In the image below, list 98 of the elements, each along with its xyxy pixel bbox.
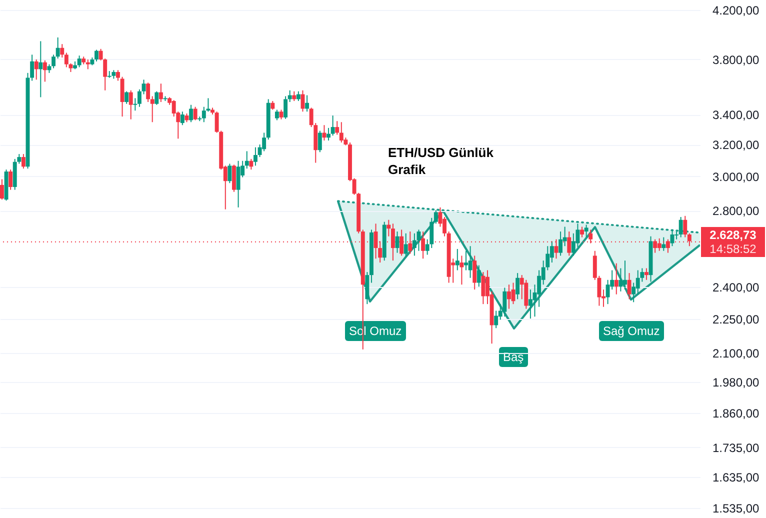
- candlestick: [386, 219, 391, 237]
- y-tick-label: 3.200,00: [712, 138, 760, 152]
- candlestick: [274, 109, 279, 121]
- candlestick: [516, 272, 520, 300]
- candlestick: [636, 270, 640, 295]
- candlestick: [412, 232, 416, 256]
- candlestick: [416, 229, 421, 252]
- candlestick: [52, 54, 56, 69]
- y-tick-label: 1.535,00: [712, 502, 760, 516]
- candlestick: [116, 70, 120, 82]
- candlestick: [254, 146, 258, 166]
- candlestick: [674, 231, 679, 240]
- candlestick: [42, 60, 47, 82]
- candlestick: [288, 90, 292, 103]
- candlestick: [322, 124, 326, 142]
- y-tick-label: 1.735,00: [712, 440, 760, 455]
- y-tick-label: 2.250,00: [712, 312, 760, 326]
- text: ETH/USD Günlük Grafik: [388, 144, 494, 178]
- candlestick: [627, 272, 632, 300]
- y-tick-label: 1.860,00: [712, 406, 760, 420]
- candlestick: [460, 255, 464, 286]
- candlestick: [56, 36, 60, 60]
- candlestick: [133, 98, 138, 112]
- candlestick: [128, 90, 133, 120]
- candlestick: [228, 163, 232, 184]
- candlestick: [292, 90, 296, 102]
- candlestick: [468, 246, 472, 278]
- candlestick: [442, 216, 446, 237]
- candlestick: [0, 178, 4, 200]
- candlestick: [404, 232, 408, 258]
- candlestick: [472, 255, 477, 290]
- candlestick: [632, 282, 636, 303]
- candlestick: [137, 88, 142, 108]
- candlestick: [236, 160, 240, 208]
- y-tick-label: 3.000,00: [712, 170, 760, 184]
- candlestick: [558, 231, 563, 256]
- candlestick: [653, 238, 658, 254]
- candlestick: [455, 248, 460, 271]
- candlestick: [77, 55, 82, 68]
- candlestick: [284, 96, 288, 120]
- candlestick: [528, 289, 532, 320]
- candlestick: [683, 215, 688, 238]
- candlestick: [670, 229, 674, 247]
- candlestick: [193, 106, 198, 121]
- candlestick: [8, 169, 13, 190]
- y-tick-label: 3.400,00: [712, 108, 760, 122]
- candlestick: [644, 268, 648, 280]
- candlestick: [580, 226, 584, 238]
- candlestick: [335, 120, 340, 136]
- candlestick: [154, 90, 159, 106]
- y-tick-label: 1.635,00: [712, 470, 760, 484]
- candlestick: [34, 58, 38, 80]
- candlestick: [318, 130, 322, 153]
- y-tick-label: 2.100,00: [712, 346, 760, 360]
- y-tick-label: 2.400,00: [712, 280, 760, 294]
- candlestick: [614, 262, 618, 295]
- candlestick: [434, 210, 438, 224]
- candlestick: [180, 111, 184, 126]
- y-tick-label: 3.800,00: [712, 52, 760, 67]
- candlestick: [502, 287, 507, 318]
- candlestick: [142, 79, 146, 95]
- candlestick: [506, 284, 511, 310]
- candlestick: [189, 104, 194, 123]
- candlestick: [666, 238, 670, 254]
- y-tick-label: 1.980,00: [712, 376, 760, 390]
- candlestick: [326, 127, 330, 142]
- candlestick: [481, 272, 486, 305]
- candlestick: [150, 96, 154, 123]
- candlestick: [38, 40, 43, 98]
- candlestick: [305, 94, 310, 112]
- candlestick: [330, 115, 335, 136]
- candlestick: [296, 90, 300, 102]
- candlestick: [60, 44, 64, 58]
- candlestick: [678, 216, 683, 238]
- candlestick: [618, 268, 623, 292]
- y-tick-label: 4.200,00: [712, 3, 760, 18]
- candlestick: [339, 122, 344, 143]
- candlestick: [146, 82, 150, 103]
- candlestick: [21, 154, 26, 170]
- candlestick: [279, 109, 284, 120]
- candlestick: [524, 279, 528, 310]
- candlestick: [86, 58, 90, 70]
- candlestick: [476, 264, 481, 288]
- candlestick: [120, 76, 124, 118]
- candlestick: [94, 49, 98, 62]
- y-tick-label: 2.800,00: [712, 204, 760, 218]
- candlestick: [244, 150, 249, 170]
- candlestick: [584, 224, 588, 238]
- candlestick: [124, 90, 129, 104]
- candlestick: [662, 236, 666, 252]
- candlestick: [64, 52, 68, 68]
- text: 14:58:52: [708, 242, 758, 256]
- candlestick: [494, 310, 498, 329]
- candlestick: [249, 158, 254, 170]
- annotation: Sağ Omuz: [599, 320, 664, 341]
- ref-line-label: 2.628,73: [708, 228, 758, 242]
- candlestick: [550, 240, 554, 264]
- candlestick: [158, 83, 163, 103]
